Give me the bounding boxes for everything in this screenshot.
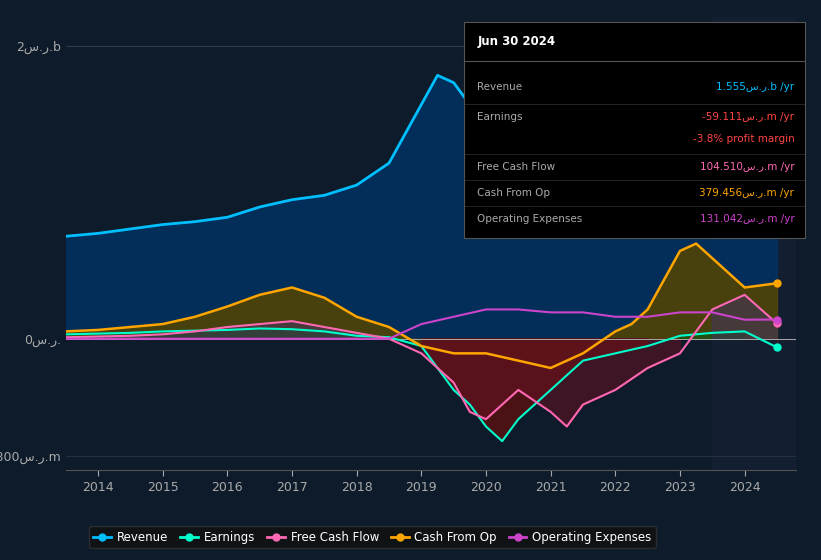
Legend: Revenue, Earnings, Free Cash Flow, Cash From Op, Operating Expenses: Revenue, Earnings, Free Cash Flow, Cash … [89,526,656,548]
Bar [713,17,796,470]
Text: Operating Expenses: Operating Expenses [478,213,583,223]
Text: Earnings: Earnings [478,112,523,122]
Text: 1.555س.ر.b /yr: 1.555س.ر.b /yr [716,82,795,92]
Text: 379.456س.ر.m /yr: 379.456س.ر.m /yr [699,188,795,198]
Text: -3.8% profit margin: -3.8% profit margin [693,134,795,144]
Text: Revenue: Revenue [478,82,523,92]
Text: -59.111س.ر.m /yr: -59.111س.ر.m /yr [702,112,795,122]
Text: Jun 30 2024: Jun 30 2024 [478,35,556,48]
Text: 131.042س.ر.m /yr: 131.042س.ر.m /yr [699,213,795,223]
Text: Cash From Op: Cash From Op [478,188,551,198]
Text: Free Cash Flow: Free Cash Flow [478,162,556,172]
Text: 104.510س.ر.m /yr: 104.510س.ر.m /yr [699,162,795,172]
